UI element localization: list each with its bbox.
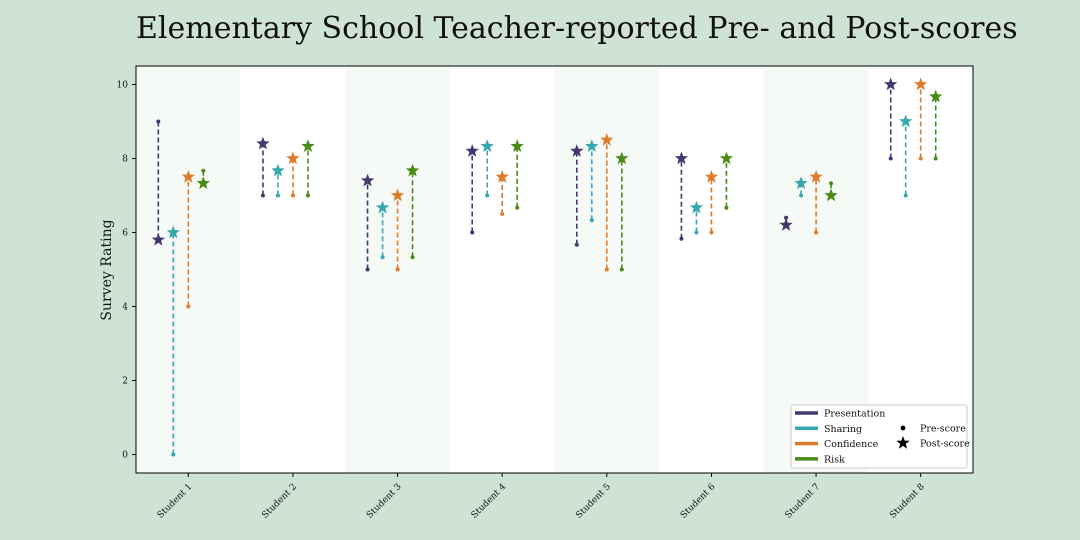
x-tick-label: Student 7 (784, 482, 823, 521)
risk-pre-point (829, 181, 834, 186)
x-tick-label: Student 3 (365, 482, 404, 521)
sharing-pre-point (799, 193, 804, 198)
presentation-pre-point (260, 193, 265, 198)
risk-post-star (615, 151, 629, 165)
y-tick-label: 2 (122, 377, 128, 387)
risk-post-star (196, 176, 210, 189)
x-tick-label: Student 2 (260, 482, 299, 521)
confidence-pre-point (395, 267, 400, 272)
presentation-pre-point (470, 230, 475, 235)
confidence-pre-point (604, 267, 609, 272)
confidence-post-star (286, 151, 300, 165)
sharing-post-star (585, 139, 599, 152)
presentation-post-star (151, 232, 165, 246)
sharing-pre-point (171, 452, 176, 457)
risk-pre-point (515, 205, 520, 210)
risk-post-star (301, 139, 315, 152)
risk-post-star (405, 163, 420, 177)
confidence-pre-point (290, 193, 295, 198)
risk-pre-point (933, 156, 938, 161)
sharing-pre-point (485, 193, 490, 198)
confidence-pre-point (918, 156, 923, 161)
x-tick-label: Student 1 (156, 482, 195, 521)
presentation-pre-point (156, 119, 161, 124)
risk-pre-point (410, 255, 415, 260)
risk-post-star (719, 151, 734, 165)
y-tick-label: 0 (122, 451, 128, 461)
risk-pre-point (619, 267, 624, 272)
sharing-pre-point (380, 255, 385, 260)
confidence-post-star (600, 133, 614, 146)
sharing-pre-point (694, 230, 699, 235)
sharing-pre-point (903, 193, 908, 198)
confidence-post-star (704, 170, 719, 183)
legend-label-presentation: Presentation (824, 409, 885, 420)
risk-pre-point (724, 205, 729, 210)
confidence-post-star (495, 170, 509, 183)
presentation-post-star (674, 151, 689, 165)
plot-frame (135, 65, 974, 474)
y-tick-label: 10 (117, 81, 129, 91)
legend-pre-marker (900, 425, 906, 431)
presentation-pre-point (888, 156, 893, 161)
presentation-post-star (465, 144, 479, 157)
y-axis: 0 2 4 6 8 10 (117, 81, 136, 461)
sharing-post-star (480, 139, 494, 152)
legend-label-risk: Risk (824, 454, 845, 465)
x-tick-label: Student 4 (470, 482, 509, 521)
y-axis-label: Survey Rating (99, 219, 115, 320)
legend-pre-label: Pre-score (920, 424, 966, 435)
sharing-post-star (166, 225, 180, 239)
risk-post-star (510, 139, 524, 152)
risk-pre-point (201, 168, 206, 173)
presentation-pre-point (365, 267, 370, 272)
confidence-pre-point (709, 230, 714, 235)
presentation-pre-point (784, 215, 789, 220)
legend-post-marker (896, 436, 910, 449)
y-tick-label: 8 (122, 155, 128, 165)
sharing-post-star (689, 200, 704, 214)
y-tick-label: 4 (122, 303, 128, 313)
confidence-post-star (914, 77, 928, 91)
legend-label-sharing: Sharing (824, 424, 862, 435)
presentation-post-star (360, 173, 375, 187)
x-tick-label: Student 8 (888, 482, 927, 521)
y-tick-label: 6 (122, 229, 128, 239)
confidence-post-star (181, 170, 195, 183)
data-marks (151, 77, 943, 457)
sharing-pre-point (275, 193, 280, 198)
confidence-post-star (390, 188, 405, 202)
x-tick-label: Student 6 (679, 482, 718, 521)
confidence-pre-point (814, 230, 819, 235)
presentation-pre-point (679, 236, 684, 241)
sharing-post-star (271, 163, 285, 177)
legend-post-label: Post-score (920, 439, 970, 450)
legend-label-confidence: Confidence (824, 439, 879, 450)
sharing-post-star (794, 176, 808, 189)
presentation-pre-point (574, 242, 579, 247)
sharing-pre-point (589, 218, 594, 223)
presentation-post-star (256, 136, 270, 150)
presentation-post-star (570, 144, 584, 157)
confidence-post-star (809, 170, 823, 183)
x-axis: Student 1 Student 2 Student 3 Student 4 Stud… (156, 473, 927, 521)
risk-pre-point (305, 193, 310, 198)
chart-title: Elementary School Teacher-reported Pre- … (136, 11, 1018, 46)
risk-post-star (929, 89, 943, 103)
x-tick-label: Student 5 (574, 482, 613, 521)
presentation-post-star (779, 218, 793, 231)
legend: Presentation Sharing Confidence Risk Pre-sc… (790, 404, 970, 469)
sharing-post-star (899, 114, 913, 128)
risk-post-star (824, 188, 838, 202)
sharing-post-star (375, 200, 390, 214)
confidence-pre-point (186, 304, 191, 309)
presentation-post-star (884, 77, 898, 91)
legend-box (790, 404, 968, 469)
confidence-pre-point (500, 212, 505, 216)
